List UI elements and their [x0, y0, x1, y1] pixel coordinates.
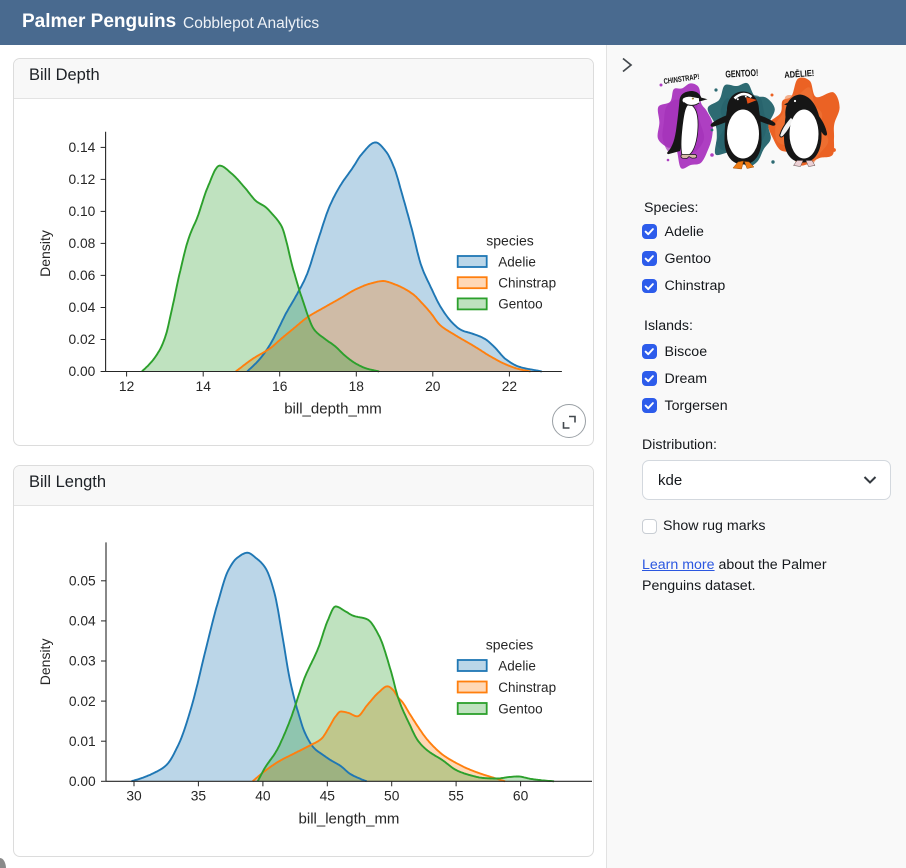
svg-text:0.04: 0.04 — [69, 614, 96, 629]
svg-text:Density: Density — [37, 639, 53, 686]
svg-text:Adelie: Adelie — [498, 658, 536, 673]
svg-text:0.10: 0.10 — [68, 204, 95, 219]
svg-text:55: 55 — [448, 789, 464, 804]
svg-text:0.12: 0.12 — [68, 172, 95, 187]
svg-text:bill_length_mm: bill_length_mm — [299, 810, 400, 827]
svg-text:Chinstrap: Chinstrap — [498, 680, 556, 695]
svg-text:0.05: 0.05 — [69, 574, 96, 589]
svg-text:35: 35 — [191, 789, 207, 804]
svg-text:0.08: 0.08 — [68, 236, 95, 251]
svg-text:30: 30 — [126, 789, 142, 804]
svg-text:0.00: 0.00 — [69, 774, 96, 789]
svg-text:22: 22 — [502, 379, 517, 394]
svg-text:0.01: 0.01 — [69, 734, 96, 749]
svg-text:species: species — [486, 232, 533, 248]
svg-text:0.06: 0.06 — [68, 268, 95, 283]
svg-text:45: 45 — [320, 789, 336, 804]
svg-text:0.14: 0.14 — [68, 140, 95, 155]
svg-text:20: 20 — [425, 379, 441, 394]
svg-text:species: species — [486, 637, 533, 653]
svg-text:40: 40 — [255, 789, 271, 804]
svg-text:Gentoo: Gentoo — [498, 701, 542, 716]
svg-text:Chinstrap: Chinstrap — [498, 276, 556, 291]
svg-text:0.04: 0.04 — [68, 300, 95, 315]
svg-text:18: 18 — [349, 379, 365, 394]
svg-text:50: 50 — [384, 789, 400, 804]
svg-text:0.03: 0.03 — [69, 654, 96, 669]
svg-text:bill_depth_mm: bill_depth_mm — [284, 401, 382, 418]
svg-text:GENTOO!: GENTOO! — [725, 68, 759, 81]
svg-text:Density: Density — [37, 230, 53, 277]
svg-text:0.02: 0.02 — [69, 694, 96, 709]
svg-text:60: 60 — [513, 789, 529, 804]
svg-text:16: 16 — [272, 379, 288, 394]
svg-text:CHINSTRAP!: CHINSTRAP! — [663, 72, 700, 86]
svg-text:14: 14 — [196, 379, 212, 394]
svg-text:12: 12 — [119, 379, 134, 394]
svg-text:0.02: 0.02 — [68, 332, 95, 347]
svg-text:0.00: 0.00 — [68, 364, 95, 379]
svg-text:ADĒLIE!: ADĒLIE! — [784, 68, 815, 80]
svg-text:Gentoo: Gentoo — [498, 297, 542, 312]
svg-text:Adelie: Adelie — [498, 254, 536, 269]
